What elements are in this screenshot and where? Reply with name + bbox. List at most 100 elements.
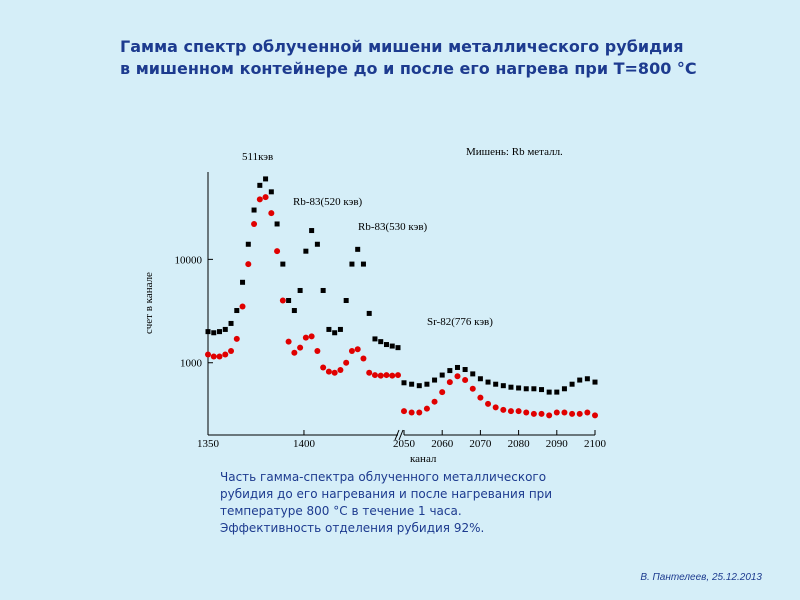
point [401, 380, 407, 386]
point [561, 386, 567, 392]
point [279, 297, 286, 304]
point [268, 210, 275, 217]
point [360, 355, 367, 362]
point [569, 410, 576, 417]
point [331, 369, 338, 376]
point [355, 246, 361, 252]
axes [207, 172, 595, 441]
y-tick-label: 10000 [175, 254, 203, 266]
point [409, 381, 415, 387]
point [297, 287, 303, 293]
point [523, 386, 529, 392]
point [424, 381, 430, 387]
x-tick-label: 2100 [584, 438, 607, 450]
point [561, 409, 568, 416]
title-line: Гамма спектр облученной мишени металличе… [120, 37, 683, 56]
point [584, 376, 590, 382]
x-tick-label: 2070 [469, 438, 492, 450]
point [286, 298, 292, 304]
point [383, 342, 389, 348]
point [569, 381, 575, 387]
point [500, 383, 506, 389]
point [401, 408, 407, 415]
point [337, 326, 343, 332]
x-tick-label: 1400 [293, 438, 316, 450]
point [531, 386, 537, 392]
point [263, 176, 269, 182]
point [285, 338, 292, 345]
point [395, 345, 401, 351]
annotation: Мишень: Rb металл. [466, 146, 563, 158]
point [205, 329, 211, 335]
point [454, 364, 460, 370]
annotation: Rb-83(520 кэв) [293, 196, 363, 208]
x-tick-label: 2050 [393, 438, 416, 450]
point [371, 372, 378, 379]
point [210, 353, 217, 360]
point [233, 335, 240, 342]
axis-break [398, 429, 404, 441]
point [297, 344, 304, 351]
point [378, 339, 384, 345]
point [228, 320, 234, 326]
point [554, 389, 560, 395]
point [217, 329, 223, 335]
point [389, 343, 395, 349]
point [477, 376, 483, 382]
point [360, 261, 366, 267]
point [280, 261, 286, 267]
point [256, 196, 263, 203]
point [477, 394, 484, 401]
point [530, 410, 537, 417]
point [408, 409, 415, 416]
point [395, 372, 401, 379]
point [268, 189, 274, 195]
point [439, 389, 446, 396]
point [222, 326, 228, 332]
point [222, 351, 229, 358]
point [308, 333, 315, 340]
point [309, 228, 315, 234]
x-axis-label: канал [410, 453, 437, 465]
annotation: Sr-82(776 кэв) [427, 316, 493, 328]
x-tick-label: 1350 [197, 438, 220, 450]
point [303, 248, 309, 254]
point [291, 349, 298, 356]
point [245, 241, 251, 247]
point [431, 398, 438, 405]
point [446, 379, 453, 386]
point [228, 347, 235, 354]
point [508, 384, 514, 390]
point [416, 409, 423, 416]
x-tick-label: 2060 [431, 438, 454, 450]
point [389, 372, 396, 379]
point [234, 308, 240, 314]
annotation: 511кэв [242, 151, 273, 163]
point [539, 387, 545, 393]
point [332, 330, 338, 336]
point [577, 377, 583, 383]
point [251, 220, 258, 227]
point [325, 368, 332, 375]
point [320, 287, 326, 293]
point [523, 409, 530, 416]
point [500, 406, 507, 413]
point [538, 410, 545, 417]
point [516, 385, 522, 391]
point [366, 369, 373, 376]
point [314, 347, 321, 354]
point [274, 248, 281, 255]
point [592, 412, 598, 419]
point [439, 372, 445, 378]
point [592, 379, 598, 385]
caption-line: рубидия до его нагревания и после нагрев… [220, 487, 552, 501]
point [432, 377, 438, 383]
point [257, 182, 263, 188]
title-line: в мишенном контейнере до и после его наг… [120, 59, 697, 78]
point [211, 330, 217, 336]
point [492, 404, 499, 411]
point [383, 372, 390, 379]
point [262, 194, 269, 201]
